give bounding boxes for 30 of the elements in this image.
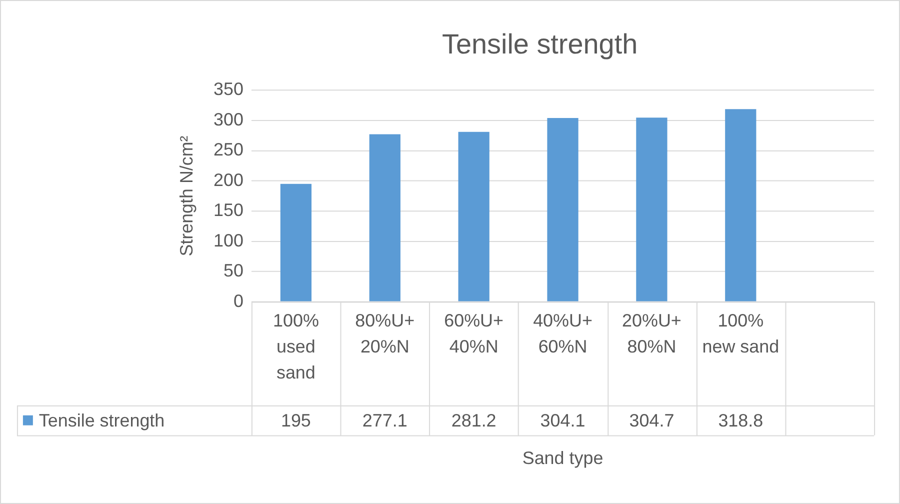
x-tick-label: 80%U+ 20%N bbox=[355, 310, 415, 357]
data-label: 277.1 bbox=[362, 410, 408, 430]
x-tick-label: 100% new sand bbox=[702, 310, 780, 357]
x-tick-label: 60%U+ 40%N bbox=[444, 310, 504, 357]
y-tick-label: 300 bbox=[214, 109, 244, 130]
bar bbox=[369, 134, 400, 302]
bar bbox=[280, 184, 312, 302]
y-tick-label: 0 bbox=[234, 290, 244, 311]
y-tick-label: 250 bbox=[214, 140, 244, 160]
bar bbox=[547, 118, 578, 302]
x-tick-label: 40%U+ 60%N bbox=[533, 310, 592, 357]
chart-title: Tensile strength bbox=[442, 28, 638, 60]
legend-label: Tensile strength bbox=[38, 410, 165, 430]
x-tick-label: 100% used sand bbox=[272, 310, 319, 382]
x-axis-title: Sand type bbox=[522, 448, 604, 468]
y-tick-label: 100 bbox=[214, 230, 244, 250]
x-tick-label: 20%U+ 80%N bbox=[622, 310, 682, 357]
data-label: 304.7 bbox=[629, 410, 674, 430]
data-label: 281.2 bbox=[451, 410, 496, 430]
y-axis-title: Strength N/cm² bbox=[176, 136, 197, 256]
data-label: 195 bbox=[280, 410, 311, 430]
data-label: 318.8 bbox=[718, 410, 764, 430]
y-tick-label: 50 bbox=[224, 260, 244, 281]
y-tick-label: 150 bbox=[214, 200, 244, 220]
bar bbox=[458, 132, 490, 302]
bar bbox=[725, 109, 756, 302]
y-tick-label: 350 bbox=[214, 79, 244, 100]
data-label: 304.1 bbox=[540, 410, 586, 430]
y-tick-label: 200 bbox=[214, 170, 244, 190]
bar bbox=[636, 118, 668, 302]
